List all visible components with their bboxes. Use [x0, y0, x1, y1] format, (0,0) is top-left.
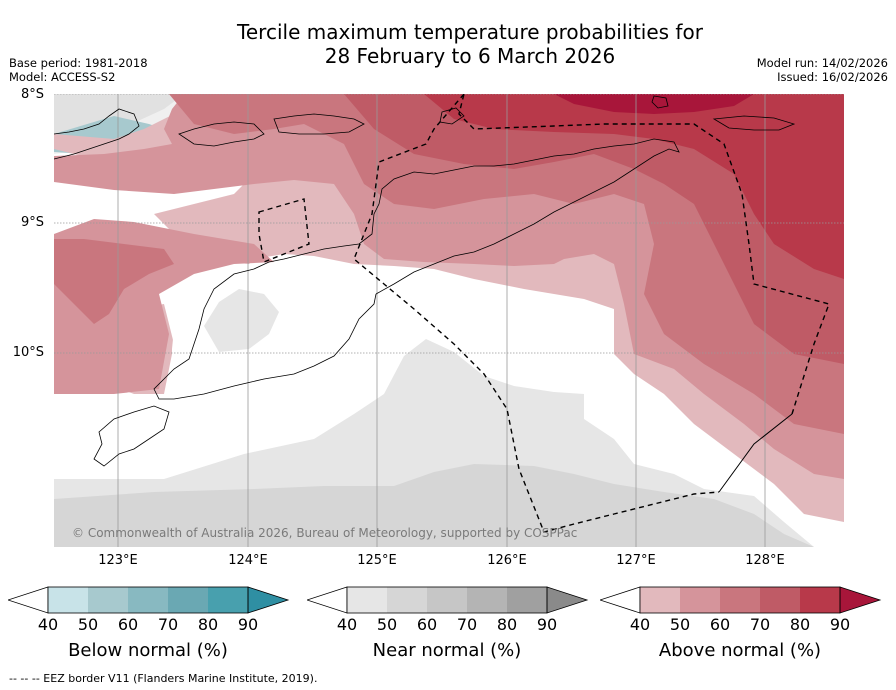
colorbar-near-swatch-60 — [427, 587, 467, 613]
colorbar-above-arrow-left — [600, 586, 641, 614]
eez-border-solid-segment — [718, 413, 793, 493]
colorbar-near-normal — [307, 586, 589, 614]
cbar-above-tick-40: 40 — [629, 615, 651, 634]
cbar-near-tick-70: 70 — [456, 615, 478, 634]
colorbar-below-swatch-60 — [128, 587, 168, 613]
coastline-rote — [93, 405, 170, 467]
eez-border-east — [458, 94, 830, 415]
colorbar-below-normal — [8, 586, 290, 614]
cbar-near-tick-50: 50 — [376, 615, 398, 634]
coastline-flores-east — [54, 108, 140, 160]
copyright-notice: © Commonwealth of Australia 2026, Bureau… — [72, 526, 578, 540]
eez-footer-note: -- -- -- EEZ border V11 (Flanders Marine… — [9, 672, 318, 685]
colorbar-near-arrow-left — [307, 586, 348, 614]
cbar-below-tick-90: 90 — [237, 615, 259, 634]
near-normal-south-darker — [54, 464, 814, 547]
lon-label-125e: 125°E — [357, 553, 397, 568]
model-name: Model: ACCESS-S2 — [9, 70, 116, 84]
cbar-below-tick-50: 50 — [77, 615, 99, 634]
colorbar-near-swatch-80 — [507, 587, 547, 613]
cbar-near-tick-40: 40 — [336, 615, 358, 634]
lon-label-124e: 124°E — [228, 553, 268, 568]
colorbar-above-frame — [639, 586, 841, 614]
colorbar-near-arrow-right — [546, 586, 589, 614]
map-title: Tercile maximum temperature probabilitie… — [0, 20, 896, 68]
colorbar-above-swatch-60 — [720, 587, 760, 613]
colorbar-below-arrow-right — [247, 586, 290, 614]
coastline-wetar — [273, 113, 365, 135]
colorbar-above-swatch-50 — [680, 587, 720, 613]
cbar-below-tick-40: 40 — [37, 615, 59, 634]
lon-label-127e: 127°E — [616, 553, 656, 568]
coastline-babar — [651, 95, 669, 109]
eez-border-timor-west — [258, 198, 310, 263]
base-period: Base period: 1981-2018 — [9, 56, 148, 70]
colorbar-below-frame — [47, 586, 249, 614]
colorbar-below-arrow-left — [8, 586, 49, 614]
title-line-2: 28 February to 6 March 2026 — [324, 44, 616, 68]
colorbar-above-swatch-80 — [800, 587, 840, 613]
colorbar-above-normal — [600, 586, 882, 614]
meta-right: Model run: 14/02/2026 Issued: 16/02/2026 — [757, 56, 888, 84]
colorbar-below-swatch-40 — [48, 587, 88, 613]
cbar-below-label: Below normal (%) — [68, 640, 228, 661]
cbar-above-tick-80: 80 — [789, 615, 811, 634]
colorbar-below-swatch-70 — [168, 587, 208, 613]
lat-label-8s: 8°S — [20, 87, 44, 102]
issued-date: Issued: 16/02/2026 — [777, 70, 888, 84]
timor-interior-grey — [204, 289, 279, 352]
cbar-near-label: Near normal (%) — [372, 640, 522, 661]
cbar-above-tick-70: 70 — [749, 615, 771, 634]
coastline-timor-south — [153, 268, 377, 400]
above-80-band — [424, 94, 844, 279]
cbar-below-tick-80: 80 — [197, 615, 219, 634]
above-60-west — [54, 239, 174, 324]
title-line-1: Tercile maximum temperature probabilitie… — [237, 20, 703, 44]
cbar-near-tick-60: 60 — [416, 615, 438, 634]
cbar-above-tick-60: 60 — [709, 615, 731, 634]
coastlines — [54, 95, 796, 467]
colorbar-above-swatch-40 — [640, 587, 680, 613]
cbar-near-tick-90: 90 — [536, 615, 558, 634]
model-run: Model run: 14/02/2026 — [756, 56, 888, 70]
colorbar-near-swatch-50 — [387, 587, 427, 613]
lon-label-128e: 128°E — [745, 553, 785, 568]
cbar-below-tick-70: 70 — [157, 615, 179, 634]
cbar-above-tick-90: 90 — [829, 615, 851, 634]
colorbar-below-swatch-50 — [88, 587, 128, 613]
colorbar-above-swatch-70 — [760, 587, 800, 613]
colorbar-below-swatch-80 — [208, 587, 248, 613]
cbar-above-label: Above normal (%) — [658, 640, 822, 661]
cbar-above-tick-50: 50 — [669, 615, 691, 634]
lat-label-10s: 10°S — [12, 345, 44, 360]
lat-label-9s: 9°S — [20, 215, 44, 230]
meta-left: Base period: 1981-2018 Model: ACCESS-S2 — [9, 56, 148, 84]
probability-map — [54, 94, 844, 547]
colorbar-near-frame — [346, 586, 548, 614]
coastline-leti — [712, 115, 796, 131]
gridlines — [54, 94, 844, 547]
coastline-alor — [178, 121, 265, 147]
cbar-below-tick-60: 60 — [117, 615, 139, 634]
cbar-near-tick-80: 80 — [496, 615, 518, 634]
coastline-timor-north — [253, 138, 680, 295]
lon-label-123e: 123°E — [98, 553, 138, 568]
lon-label-126e: 126°E — [487, 553, 527, 568]
colorbar-near-swatch-70 — [467, 587, 507, 613]
colorbar-above-arrow-right — [839, 586, 882, 614]
colorbar-near-swatch-40 — [347, 587, 387, 613]
coastline-kisar — [439, 107, 465, 125]
